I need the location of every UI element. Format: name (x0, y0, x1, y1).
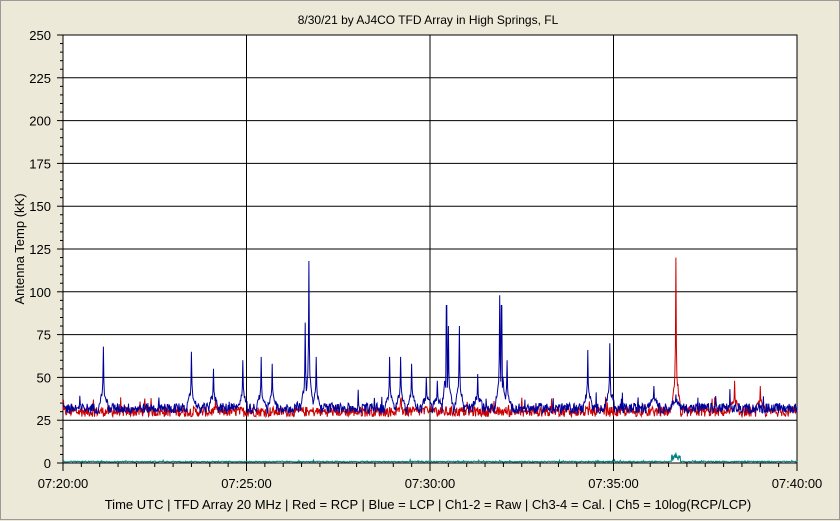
x-tick-label: 07:30:00 (405, 476, 456, 491)
x-axis-label: Time UTC | TFD Array 20 MHz | Red = RCP … (105, 497, 752, 512)
x-tick-label: 07:35:00 (588, 476, 639, 491)
y-tick-label: 100 (29, 285, 51, 300)
x-tick-label: 07:20:00 (38, 476, 89, 491)
series-line (62, 452, 798, 464)
y-tick-label: 200 (29, 114, 51, 129)
chart-title: 8/30/21 by AJ4CO TFD Array in High Sprin… (298, 13, 559, 27)
y-tick-label: 50 (37, 370, 51, 385)
series-line (62, 257, 798, 419)
y-tick-label: 75 (37, 328, 51, 343)
x-tick-labels: 07:20:00 07:25:00 07:30:00 07:35:00 07:40:00 (38, 476, 823, 491)
y-axis-label: Antenna Temp (kK) (12, 193, 27, 304)
series-layer (62, 257, 798, 464)
y-tick-label: 25 (37, 413, 51, 428)
y-tick-labels: 0 25 50 75 100 125 150 175 200 225 250 (29, 28, 51, 471)
y-tick-label: 125 (29, 242, 51, 257)
y-tick-label: 175 (29, 156, 51, 171)
minor-ticks (60, 43, 780, 467)
y-tick-label: 250 (29, 28, 51, 43)
grid (57, 34, 798, 471)
series-line (62, 260, 798, 415)
y-tick-label: 0 (44, 456, 51, 471)
x-tick-label: 07:25:00 (221, 476, 272, 491)
x-tick-label: 07:40:00 (772, 476, 823, 491)
y-tick-label: 150 (29, 199, 51, 214)
y-tick-label: 225 (29, 71, 51, 86)
